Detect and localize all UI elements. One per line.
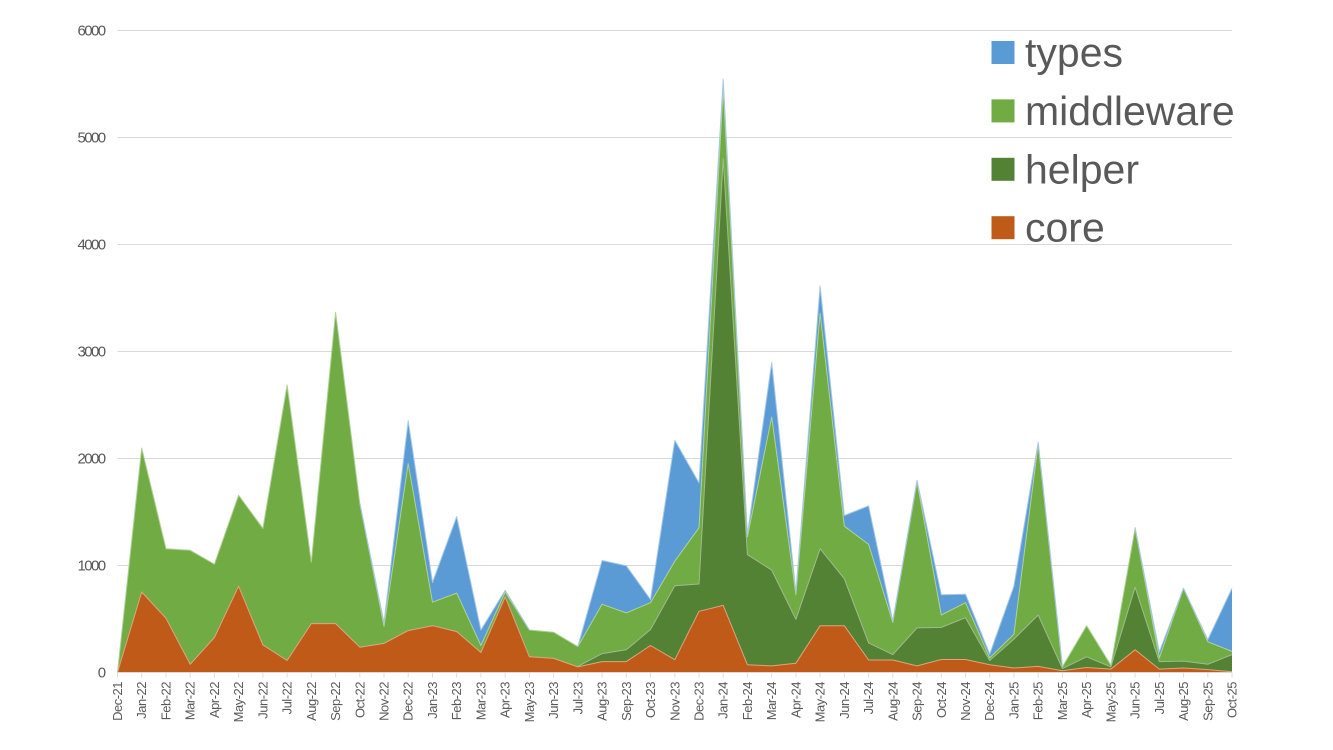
svg-text:Mar-24: Mar-24 — [764, 682, 779, 720]
svg-text:Apr-22: Apr-22 — [207, 682, 222, 718]
svg-text:Jun-25: Jun-25 — [1128, 682, 1143, 719]
svg-text:Nov-24: Nov-24 — [958, 682, 973, 721]
svg-text:2000: 2000 — [78, 451, 106, 468]
svg-text:Jan-24: Jan-24 — [716, 682, 731, 719]
svg-text:3000: 3000 — [78, 343, 106, 360]
svg-text:Feb-24: Feb-24 — [740, 682, 755, 720]
svg-text:Apr-24: Apr-24 — [788, 682, 803, 718]
svg-text:Jul-25: Jul-25 — [1152, 682, 1167, 715]
svg-text:May-23: May-23 — [522, 682, 537, 723]
svg-text:May-22: May-22 — [231, 682, 246, 723]
svg-text:1000: 1000 — [78, 558, 106, 575]
svg-text:Feb-22: Feb-22 — [159, 682, 174, 720]
svg-text:Jan-23: Jan-23 — [425, 682, 440, 719]
svg-text:Oct-25: Oct-25 — [1225, 682, 1240, 718]
svg-text:May-24: May-24 — [813, 682, 828, 723]
svg-text:types: types — [1025, 30, 1123, 76]
svg-text:Jun-22: Jun-22 — [255, 682, 270, 719]
svg-text:Feb-23: Feb-23 — [449, 682, 464, 720]
svg-text:middleware: middleware — [1025, 88, 1235, 134]
svg-text:Mar-25: Mar-25 — [1055, 682, 1070, 720]
svg-text:Apr-25: Apr-25 — [1079, 682, 1094, 718]
svg-text:Nov-23: Nov-23 — [667, 682, 682, 721]
svg-text:May-25: May-25 — [1103, 682, 1118, 723]
svg-text:4000: 4000 — [78, 236, 106, 253]
svg-text:Aug-25: Aug-25 — [1176, 682, 1191, 721]
svg-text:6000: 6000 — [78, 22, 106, 39]
svg-text:Jul-24: Jul-24 — [861, 682, 876, 715]
svg-text:Dec-23: Dec-23 — [692, 682, 707, 721]
svg-text:Sep-25: Sep-25 — [1200, 682, 1215, 721]
svg-text:0: 0 — [98, 665, 106, 682]
svg-text:Oct-22: Oct-22 — [352, 682, 367, 718]
svg-text:Jul-23: Jul-23 — [570, 682, 585, 715]
svg-text:Dec-24: Dec-24 — [982, 682, 997, 721]
svg-text:Sep-22: Sep-22 — [328, 682, 343, 721]
svg-text:5000: 5000 — [78, 129, 106, 146]
svg-text:Aug-23: Aug-23 — [595, 682, 610, 721]
svg-text:Sep-23: Sep-23 — [619, 682, 634, 721]
svg-text:Jun-24: Jun-24 — [837, 682, 852, 719]
svg-text:Oct-23: Oct-23 — [643, 682, 658, 718]
svg-text:Jan-25: Jan-25 — [1006, 682, 1021, 719]
svg-text:Apr-23: Apr-23 — [498, 682, 513, 718]
svg-text:Dec-22: Dec-22 — [401, 682, 416, 721]
svg-text:Sep-24: Sep-24 — [910, 682, 925, 721]
svg-text:Oct-24: Oct-24 — [934, 682, 949, 718]
svg-text:Jan-22: Jan-22 — [134, 682, 149, 719]
svg-text:Nov-22: Nov-22 — [377, 682, 392, 721]
svg-text:Jun-23: Jun-23 — [546, 682, 561, 719]
svg-text:Mar-23: Mar-23 — [473, 682, 488, 720]
svg-text:core: core — [1025, 205, 1105, 251]
svg-text:helper: helper — [1025, 146, 1139, 192]
svg-text:Mar-22: Mar-22 — [183, 682, 198, 720]
svg-text:Jul-22: Jul-22 — [280, 682, 295, 715]
svg-text:Aug-24: Aug-24 — [885, 682, 900, 721]
svg-text:Aug-22: Aug-22 — [304, 682, 319, 721]
svg-text:Dec-21: Dec-21 — [110, 682, 125, 721]
svg-text:Feb-25: Feb-25 — [1031, 682, 1046, 720]
